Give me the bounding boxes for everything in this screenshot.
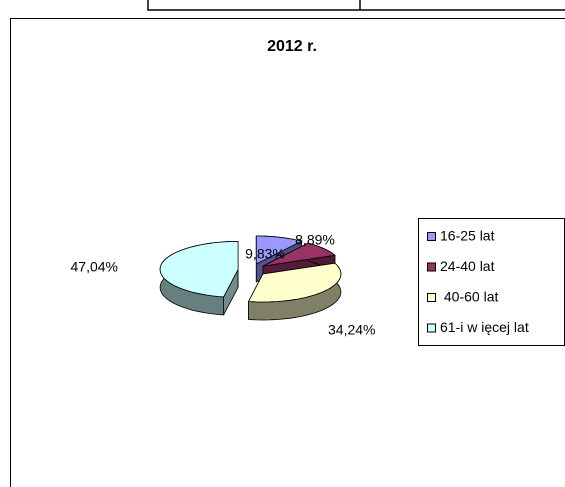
slice-top (262, 242, 336, 267)
legend-swatch (427, 323, 436, 333)
legend-label: 40-60 lat (440, 289, 498, 305)
legend-label: 16-25 lat (440, 228, 495, 244)
legend-swatch (427, 262, 436, 272)
table-fragment (147, 0, 565, 11)
chart-title: 2012 r. (267, 38, 317, 55)
slice-top (247, 262, 342, 303)
pie-slice (159, 240, 239, 316)
legend-swatch (427, 293, 436, 302)
legend-swatch (427, 232, 436, 241)
slice-top (159, 240, 239, 298)
slice-top (255, 235, 303, 265)
pie-slice (247, 262, 342, 321)
legend-label: 61-i w ięcej lat (440, 319, 529, 335)
value-label: 8,89% (295, 232, 335, 248)
legend-label: 24-40 lat (440, 258, 495, 274)
value-label: 9,83% (245, 246, 285, 262)
legend-box (418, 218, 565, 346)
value-label: 34,24% (328, 322, 375, 338)
value-label: 47,04% (71, 259, 118, 275)
